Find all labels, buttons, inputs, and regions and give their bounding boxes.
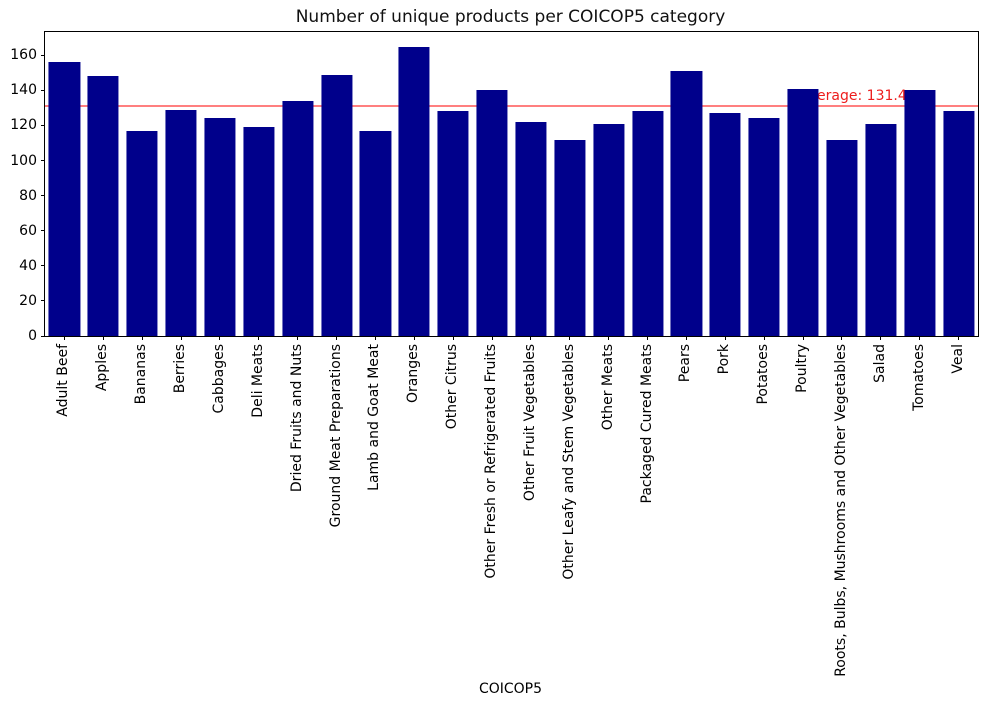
x-category-label: Deli Meats	[249, 344, 266, 418]
x-category-label: Other Leafy and Stem Vegetables	[560, 344, 577, 580]
x-category-label: Berries	[172, 344, 189, 394]
x-axis-title: COICOP5	[478, 681, 543, 697]
x-category-label: Potatoes	[755, 344, 772, 405]
x-category-label: Salad	[871, 344, 888, 383]
x-tick-mark	[724, 336, 726, 340]
y-tick-label: 0	[28, 328, 37, 344]
y-tick-label: 80	[19, 187, 37, 204]
x-tick-mark	[258, 336, 260, 340]
x-category-label: Pears	[677, 344, 694, 383]
bar	[87, 76, 119, 336]
x-category-label: Oranges	[405, 344, 422, 404]
bar	[632, 111, 664, 336]
x-category-label: Roots, Bulbs, Mushrooms and Other Vegeta…	[832, 344, 849, 677]
x-category-label: Other Fruit Vegetables	[521, 344, 538, 502]
x-tick-mark	[841, 336, 843, 340]
x-tick-mark	[452, 336, 454, 340]
y-tick-label: 120	[10, 117, 37, 134]
x-category-label: Dried Fruits and Nuts	[288, 344, 305, 493]
x-category-label: Adult Beef	[55, 344, 72, 417]
x-category-label: Poultry	[794, 344, 811, 393]
x-tick-mark	[763, 336, 765, 340]
x-tick-mark	[647, 336, 649, 340]
x-tick-mark	[569, 336, 571, 340]
bar	[826, 139, 858, 336]
bar	[787, 88, 819, 336]
x-tick-mark	[685, 336, 687, 340]
y-tick-mark	[41, 195, 45, 197]
x-tick-mark	[413, 336, 415, 340]
x-tick-mark	[802, 336, 804, 340]
y-tick-mark	[41, 335, 45, 337]
x-category-label: Packaged Cured Meats	[638, 344, 655, 504]
y-tick-label: 100	[10, 152, 37, 169]
x-tick-mark	[297, 336, 299, 340]
y-tick-mark	[41, 54, 45, 56]
bar	[437, 111, 469, 336]
y-tick-mark	[41, 124, 45, 126]
x-tick-mark	[880, 336, 882, 340]
bar	[515, 122, 547, 336]
x-category-label: Lamb and Goat Meat	[366, 344, 383, 491]
average-line-label: Average: 131.4	[800, 88, 907, 104]
y-tick-label: 140	[10, 82, 37, 99]
bar	[943, 111, 975, 336]
x-category-label: Veal	[949, 344, 966, 374]
x-category-label: Other Citrus	[444, 344, 461, 430]
average-line	[45, 104, 978, 107]
y-tick-mark	[41, 230, 45, 232]
x-category-label: Bananas	[133, 344, 150, 405]
bar	[593, 123, 625, 336]
bar	[204, 118, 236, 336]
bar	[165, 109, 197, 336]
bar	[321, 74, 353, 336]
bar	[748, 118, 780, 336]
x-category-label: Cabbages	[210, 344, 227, 414]
x-category-label: Apples	[94, 344, 111, 392]
bar	[476, 90, 508, 336]
x-category-label: Ground Meat Preparations	[327, 344, 344, 528]
x-tick-mark	[919, 336, 921, 340]
x-category-label: Pork	[716, 344, 733, 375]
x-tick-mark	[374, 336, 376, 340]
bar	[865, 123, 897, 336]
y-tick-label: 60	[19, 222, 37, 239]
bar	[670, 71, 702, 336]
plot-area: Average: 131.4 0 20 40 60 80 100 120 140 160	[10, 31, 979, 344]
bar	[398, 46, 430, 336]
bar	[359, 130, 391, 336]
y-tick-label: 160	[10, 47, 37, 64]
y-tick-mark	[41, 160, 45, 162]
x-tick-mark	[491, 336, 493, 340]
x-tick-mark	[63, 336, 65, 340]
x-tick-mark	[219, 336, 221, 340]
bar	[48, 62, 80, 336]
bar	[282, 100, 314, 336]
x-tick-mark	[141, 336, 143, 340]
chart-title: Number of unique products per COICOP5 ca…	[295, 7, 726, 27]
bar	[709, 113, 741, 336]
x-tick-mark	[530, 336, 532, 340]
y-tick-mark	[41, 89, 45, 91]
x-category-label: Other Fresh or Refrigerated Fruits	[483, 344, 500, 579]
x-tick-mark	[958, 336, 960, 340]
x-tick-mark	[608, 336, 610, 340]
bar	[554, 139, 586, 336]
x-category-labels: Adult Beef Apples Bananas Berries Cabbages De…	[44, 335, 977, 677]
y-tick-label: 40	[19, 257, 37, 274]
bar	[904, 90, 936, 336]
x-tick-mark	[336, 336, 338, 340]
bar	[126, 130, 158, 336]
y-tick-label: 20	[19, 292, 37, 309]
x-category-label: Other Meats	[599, 344, 616, 431]
x-tick-mark	[102, 336, 104, 340]
x-tick-mark	[180, 336, 182, 340]
bar	[243, 127, 275, 336]
x-category-label: Tomatoes	[910, 344, 927, 411]
y-tick-mark	[41, 300, 45, 302]
y-tick-mark	[41, 265, 45, 267]
